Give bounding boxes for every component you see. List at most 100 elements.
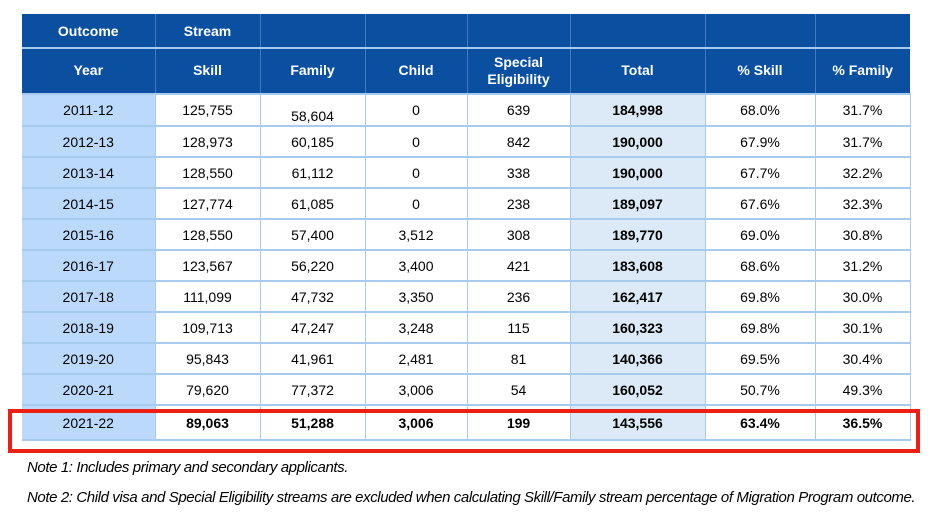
cell-total: 162,417 <box>570 281 705 312</box>
cell-total: 160,052 <box>570 374 705 405</box>
header-year: Year <box>22 48 155 94</box>
cell-family: 57,400 <box>260 219 365 250</box>
cell-pct-skill: 69.8% <box>705 281 815 312</box>
note-2: Note 2: Child visa and Special Eligibili… <box>27 488 929 508</box>
cell-special-eligibility: 842 <box>467 126 570 157</box>
header-empty <box>705 14 815 48</box>
cell-skill: 128,550 <box>155 219 260 250</box>
cell-family: 58,604 <box>260 94 365 126</box>
table-row: 2020-21 79,620 77,372 3,006 54 160,052 5… <box>22 374 910 405</box>
cell-total: 184,998 <box>570 94 705 126</box>
cell-child: 3,006 <box>365 374 467 405</box>
table-row: 2016-17 123,567 56,220 3,400 421 183,608… <box>22 250 910 281</box>
header-outcome: Outcome <box>22 14 155 48</box>
cell-child: 2,481 <box>365 343 467 374</box>
header-pct-skill: % Skill <box>705 48 815 94</box>
cell-pct-skill: 50.7% <box>705 374 815 405</box>
notes-section: Note 1: Includes primary and secondary a… <box>27 458 929 518</box>
migration-program-table-wrap: Outcome Stream Year Skill Family Child S… <box>22 14 911 441</box>
cell-pct-skill: 67.7% <box>705 157 815 188</box>
cell-skill: 125,755 <box>155 94 260 126</box>
cell-total: 183,608 <box>570 250 705 281</box>
cell-total: 190,000 <box>570 157 705 188</box>
cell-family: 41,961 <box>260 343 365 374</box>
cell-child: 3,350 <box>365 281 467 312</box>
cell-special-eligibility: 54 <box>467 374 570 405</box>
header-empty <box>260 14 365 48</box>
cell-family: 56,220 <box>260 250 365 281</box>
cell-family: 47,732 <box>260 281 365 312</box>
cell-year: 2019-20 <box>22 343 155 374</box>
migration-program-table: Outcome Stream Year Skill Family Child S… <box>22 14 911 441</box>
header-empty <box>467 14 570 48</box>
cell-pct-family: 32.2% <box>815 157 910 188</box>
cell-family: 61,112 <box>260 157 365 188</box>
cell-special-eligibility: 338 <box>467 157 570 188</box>
cell-pct-skill: 67.9% <box>705 126 815 157</box>
cell-total: 160,323 <box>570 312 705 343</box>
cell-pct-family: 31.7% <box>815 126 910 157</box>
table-header: Outcome Stream Year Skill Family Child S… <box>22 14 910 94</box>
cell-skill: 111,099 <box>155 281 260 312</box>
cell-total: 189,770 <box>570 219 705 250</box>
cell-family: 60,185 <box>260 126 365 157</box>
cell-child: 0 <box>365 126 467 157</box>
cell-special-eligibility: 115 <box>467 312 570 343</box>
cell-pct-family: 36.5% <box>815 405 910 440</box>
cell-year: 2012-13 <box>22 126 155 157</box>
cell-pct-family: 30.8% <box>815 219 910 250</box>
cell-pct-family: 31.2% <box>815 250 910 281</box>
cell-skill: 89,063 <box>155 405 260 440</box>
header-stream: Stream <box>155 14 260 48</box>
table-row: 2019-20 95,843 41,961 2,481 81 140,366 6… <box>22 343 910 374</box>
cell-skill: 123,567 <box>155 250 260 281</box>
header-total: Total <box>570 48 705 94</box>
cell-year: 2016-17 <box>22 250 155 281</box>
cell-total: 140,366 <box>570 343 705 374</box>
header-group-row: Outcome Stream <box>22 14 910 48</box>
cell-pct-skill: 67.6% <box>705 188 815 219</box>
cell-skill: 128,550 <box>155 157 260 188</box>
header-skill: Skill <box>155 48 260 94</box>
cell-year: 2013-14 <box>22 157 155 188</box>
table-row: 2015-16 128,550 57,400 3,512 308 189,770… <box>22 219 910 250</box>
header-columns-row: Year Skill Family Child Special Eligibil… <box>22 48 910 94</box>
table-row: 2011-12 125,755 58,604 0 639 184,998 68.… <box>22 94 910 126</box>
cell-pct-family: 30.0% <box>815 281 910 312</box>
cell-pct-skill: 63.4% <box>705 405 815 440</box>
cell-year: 2015-16 <box>22 219 155 250</box>
cell-total: 189,097 <box>570 188 705 219</box>
cell-year: 2014-15 <box>22 188 155 219</box>
cell-family: 61,085 <box>260 188 365 219</box>
cell-special-eligibility: 81 <box>467 343 570 374</box>
cell-pct-family: 49.3% <box>815 374 910 405</box>
cell-skill: 79,620 <box>155 374 260 405</box>
cell-skill: 128,973 <box>155 126 260 157</box>
cell-pct-family: 32.3% <box>815 188 910 219</box>
cell-skill: 95,843 <box>155 343 260 374</box>
table-row: 2017-18 111,099 47,732 3,350 236 162,417… <box>22 281 910 312</box>
cell-child: 3,248 <box>365 312 467 343</box>
header-family: Family <box>260 48 365 94</box>
table-row: 2014-15 127,774 61,085 0 238 189,097 67.… <box>22 188 910 219</box>
table-body: 2011-12 125,755 58,604 0 639 184,998 68.… <box>22 94 910 440</box>
cell-pct-skill: 69.8% <box>705 312 815 343</box>
header-special-eligibility: Special Eligibility <box>467 48 570 94</box>
cell-year: 2011-12 <box>22 94 155 126</box>
cell-total: 190,000 <box>570 126 705 157</box>
cell-child: 0 <box>365 188 467 219</box>
cell-special-eligibility: 199 <box>467 405 570 440</box>
cell-pct-family: 31.7% <box>815 94 910 126</box>
cell-special-eligibility: 308 <box>467 219 570 250</box>
header-empty <box>570 14 705 48</box>
header-child: Child <box>365 48 467 94</box>
table-row: 2013-14 128,550 61,112 0 338 190,000 67.… <box>22 157 910 188</box>
cell-pct-skill: 69.5% <box>705 343 815 374</box>
cell-year: 2017-18 <box>22 281 155 312</box>
cell-special-eligibility: 639 <box>467 94 570 126</box>
cell-family: 47,247 <box>260 312 365 343</box>
cell-skill: 127,774 <box>155 188 260 219</box>
header-empty <box>365 14 467 48</box>
cell-child: 0 <box>365 94 467 126</box>
cell-year: 2021-22 <box>22 405 155 440</box>
